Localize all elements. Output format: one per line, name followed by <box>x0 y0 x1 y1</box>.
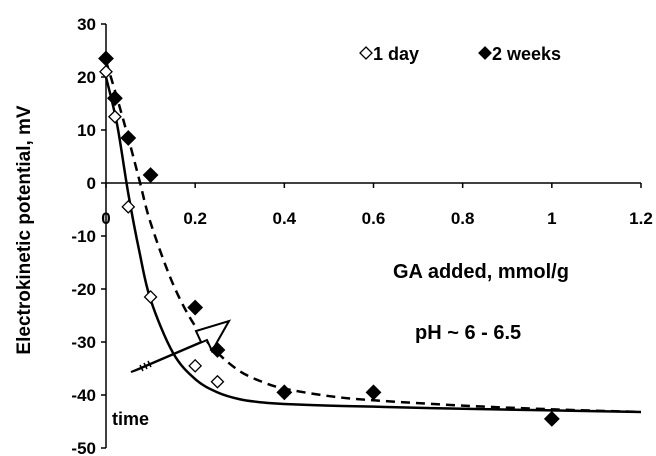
marker-2-weeks <box>142 167 159 183</box>
y-tick-label: -40 <box>71 386 96 405</box>
marker-2-weeks <box>209 342 226 358</box>
marker-1-day <box>188 358 203 373</box>
axis-lines <box>101 23 642 449</box>
y-axis-label: Electrokinetic potential, mV <box>14 105 35 354</box>
y-tick-label: 0 <box>87 174 96 193</box>
y-tick-label: -10 <box>71 227 96 246</box>
marker-1-day <box>210 374 225 389</box>
time-label: time <box>112 409 149 429</box>
time-arrow-icon <box>130 319 232 373</box>
x-axis-title: GA added, mmol/g <box>393 261 569 283</box>
marker-2-weeks <box>543 410 560 427</box>
y-tick-label: -50 <box>71 439 96 456</box>
y-tick-label: 20 <box>77 68 96 87</box>
legend-label-2-weeks: 2 weeks <box>492 44 561 64</box>
y-tick-label: -20 <box>71 280 96 299</box>
condition-annotation: pH ~ 6 - 6.5 <box>415 322 521 344</box>
legend: 1 day 2 weeks <box>359 44 561 64</box>
marker-1-day <box>99 64 113 79</box>
y-tick-label: -30 <box>71 333 96 352</box>
marker-2-weeks <box>120 130 137 146</box>
legend-marker-2-weeks <box>478 46 492 60</box>
fit-line-2-weeks <box>104 60 642 414</box>
data-markers <box>98 50 560 427</box>
marker-2-weeks <box>106 90 123 107</box>
legend-marker-1-day <box>359 46 373 60</box>
x-tick-label: 0.8 <box>451 209 475 228</box>
marker-2-weeks <box>365 384 382 401</box>
marker-1-day <box>107 109 122 124</box>
marker-1-day <box>143 290 158 304</box>
x-tick-label: 1 <box>547 209 556 228</box>
x-tick-label: 0.6 <box>362 209 386 228</box>
tick-labels: 30 20 10 0 -10 -20 -30 -40 -50 0 0.2 0.4 0.6 0.8 1 1.2 <box>71 15 652 456</box>
marker-2-weeks <box>98 50 114 67</box>
fit-line-1-day <box>104 76 642 414</box>
x-tick-label: 0 <box>101 209 110 228</box>
y-tick-label: 30 <box>77 15 96 34</box>
marker-1-day <box>121 199 136 214</box>
y-tick-label: 10 <box>77 121 96 140</box>
legend-label-1-day: 1 day <box>373 44 419 64</box>
marker-2-weeks <box>187 299 204 316</box>
x-tick-label: 0.2 <box>183 209 207 228</box>
x-tick-label: 0.4 <box>273 209 297 228</box>
marker-2-weeks <box>276 384 293 401</box>
fit-curves <box>104 60 642 414</box>
x-tick-label: 1.2 <box>629 209 653 228</box>
